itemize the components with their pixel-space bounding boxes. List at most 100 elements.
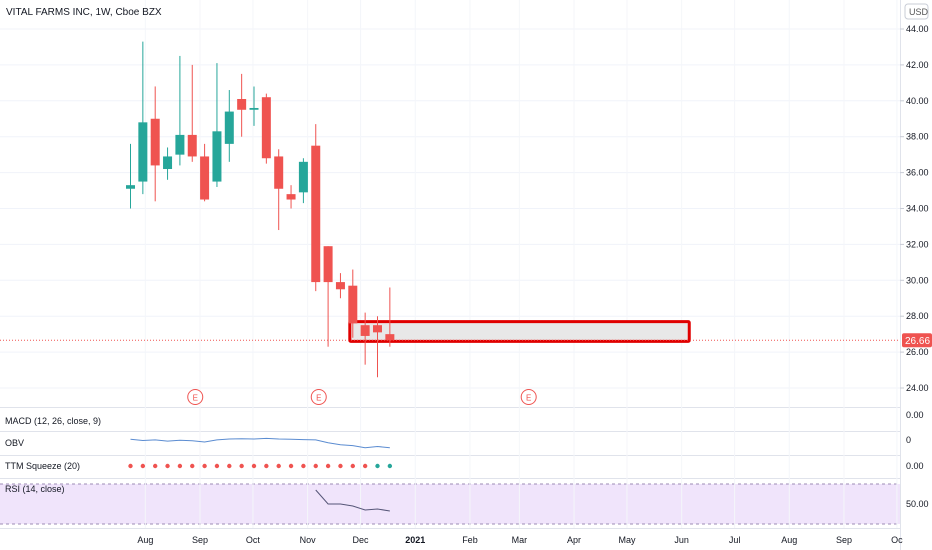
time-tick-label: Jun	[674, 535, 689, 545]
macd-axis-tick: 0.00	[906, 410, 924, 420]
earnings-marker-label: E	[526, 394, 531, 403]
currency-label: USD	[909, 7, 929, 17]
candles-layer	[126, 41, 395, 378]
time-axis[interactable]: Aug Sep Oct Nov Dec 2021 Feb Mar Apr May Jun Jul Aug…	[137, 0, 903, 545]
earnings-marker-label: E	[316, 394, 321, 403]
ttm-squeeze-dot	[375, 463, 380, 469]
time-tick-label: Oc	[891, 535, 903, 545]
candle-body	[373, 325, 382, 333]
ttm-squeeze-dot	[190, 463, 195, 469]
rsi-layer	[315, 489, 390, 512]
macd-label[interactable]: MACD (12, 26, close, 9)	[5, 416, 101, 426]
ttm-squeeze-dot	[153, 463, 158, 469]
candle-body	[187, 134, 197, 157]
obv-axis-tick: 0	[906, 435, 911, 445]
price-tick-label: 32.00	[906, 239, 929, 249]
ttm-squeeze-dot	[350, 463, 355, 469]
time-tick-label: Apr	[567, 535, 581, 545]
time-tick-label: Feb	[462, 535, 478, 545]
time-tick-label: Sep	[836, 535, 852, 545]
rsi-label[interactable]: RSI (14, close)	[5, 484, 65, 494]
time-tick-label: May	[618, 535, 636, 545]
candle-body	[138, 122, 148, 182]
candle-body	[237, 99, 247, 110]
earnings-marker	[310, 389, 327, 405]
candle-body	[126, 185, 135, 189]
last-price-tag	[902, 333, 932, 348]
earnings-marker	[520, 389, 537, 405]
price-tick-label: 40.00	[906, 96, 929, 106]
obv-layer	[130, 437, 390, 449]
price-tick-label: 34.00	[906, 204, 929, 214]
ttm-squeeze-dot	[362, 463, 368, 469]
ttm-squeeze-dot	[177, 463, 183, 469]
ttm-squeeze-dot	[288, 463, 294, 469]
obv-line	[130, 437, 390, 449]
currency-button[interactable]	[904, 3, 929, 20]
time-tick-label: Jul	[729, 535, 741, 545]
candle-body	[385, 334, 395, 341]
ttm-squeeze-dot	[251, 463, 257, 469]
time-tick-label: Dec	[353, 535, 370, 545]
time-tick-label: 2021	[405, 535, 425, 545]
rsi-axis-tick: 50.00	[906, 499, 929, 509]
time-tick-label: Sep	[192, 535, 208, 545]
rsi-line	[315, 489, 390, 512]
time-tick-label: Mar	[512, 535, 528, 545]
symbol-title: VITAL FARMS INC, 1W, Cboe BZX	[6, 7, 162, 18]
candle-body	[150, 118, 160, 166]
candle-body	[163, 156, 173, 170]
time-tick-label: Aug	[137, 535, 153, 545]
candle-body	[360, 325, 370, 336]
price-tick-label: 24.00	[906, 383, 929, 393]
ttm-squeeze-dot	[338, 463, 343, 469]
candle-body	[175, 134, 185, 155]
price-tick-label: 28.00	[906, 311, 929, 321]
candle-body	[261, 97, 271, 159]
ttm-squeeze-dot	[301, 463, 306, 469]
ttm-squeeze-dot	[128, 463, 133, 469]
candle-body	[323, 246, 333, 283]
ttm-squeeze-dot	[239, 463, 244, 469]
rsi-band	[0, 484, 900, 524]
candle-body	[298, 161, 308, 193]
ttm-axis-tick: 0.00	[906, 461, 924, 471]
ttm-label[interactable]: TTM Squeeze (20)	[5, 461, 80, 471]
earnings-marker	[187, 389, 204, 405]
candle-body	[212, 131, 222, 182]
time-tick-label: Nov	[300, 535, 317, 545]
ttm-squeeze-dot	[140, 463, 146, 469]
candle-body	[311, 145, 321, 283]
candle-body	[249, 107, 259, 110]
price-axis: 44.00 42.00 40.00 38.00 36.00 34.00 32.00 30.00…	[0, 24, 929, 393]
obv-label[interactable]: OBV	[5, 438, 24, 448]
ttm-squeeze-dot	[313, 463, 318, 469]
ttm-squeeze-dot	[227, 463, 232, 469]
time-tick-label: Oct	[246, 535, 261, 545]
time-tick-label: Aug	[781, 535, 797, 545]
price-tick-label: 30.00	[906, 275, 929, 285]
price-tick-label: 38.00	[906, 132, 929, 142]
price-tick-label: 42.00	[906, 60, 929, 70]
highlight-rectangle	[348, 320, 691, 343]
highlight-zone[interactable]	[348, 320, 691, 343]
ttm-squeeze-dot	[165, 463, 170, 469]
ttm-squeeze-dot	[325, 463, 331, 469]
candle-body	[200, 156, 210, 200]
ttm-squeeze-dot	[276, 463, 281, 469]
candle-body	[348, 285, 358, 324]
ttm-squeeze-dot	[387, 463, 393, 469]
candle-body	[224, 111, 234, 144]
ttm-layer	[128, 463, 393, 469]
last-price-value: 26.66	[905, 336, 930, 347]
price-tick-label: 26.00	[906, 347, 929, 357]
candle-body	[286, 194, 296, 200]
ttm-squeeze-dot	[202, 463, 207, 469]
ttm-squeeze-dot	[214, 463, 220, 469]
price-tick-label: 36.00	[906, 168, 929, 178]
candle-body	[335, 282, 345, 290]
earnings-marker-label: E	[193, 394, 198, 403]
